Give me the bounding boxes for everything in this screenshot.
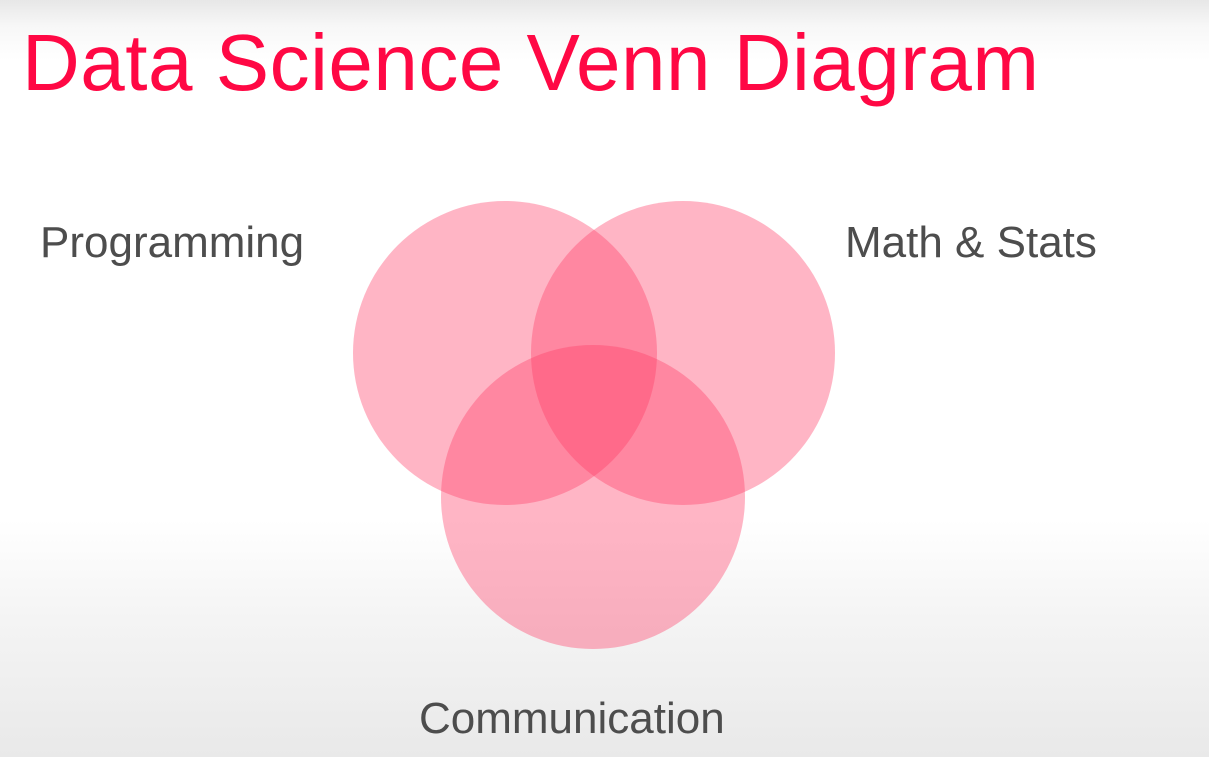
- label-math-stats: Math & Stats: [845, 218, 1097, 267]
- venn-circle-math-stats: [531, 201, 835, 505]
- slide-title: Data Science Venn Diagram: [22, 18, 1040, 107]
- venn-circle-programming: [353, 201, 657, 505]
- label-communication: Communication: [419, 694, 725, 743]
- label-programming: Programming: [40, 218, 305, 267]
- venn-circle-communication: [441, 345, 745, 649]
